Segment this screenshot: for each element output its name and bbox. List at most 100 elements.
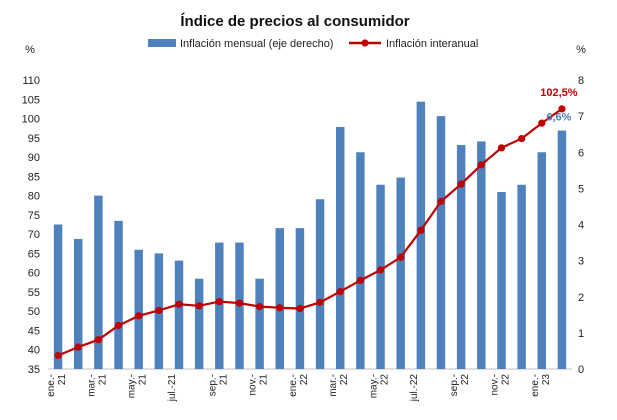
- bar: [255, 278, 264, 369]
- x-tick-text: 22: [299, 374, 310, 386]
- right-tick-label: 0: [578, 364, 584, 376]
- x-tick-label: jul.-21: [167, 374, 178, 403]
- x-tick-text: 21: [218, 374, 229, 386]
- annotation-monthly-label: 6,6%: [546, 112, 571, 124]
- x-tick-text: may.-: [369, 374, 380, 398]
- x-tick-text: 21: [259, 374, 270, 386]
- bar: [94, 195, 103, 369]
- left-tick-label: 55: [28, 287, 40, 299]
- bar: [456, 145, 466, 369]
- line-point: [336, 287, 344, 296]
- x-tick-text: 22: [380, 374, 391, 386]
- x-tick-text: 23: [541, 374, 552, 386]
- x-tick-text: jul.-21: [167, 374, 178, 403]
- bar: [134, 249, 143, 369]
- right-axis: 0 1 2 3 4 5 6 7 8: [578, 75, 584, 376]
- right-tick-label: 2: [578, 292, 584, 304]
- x-tick-label: sep.- 21: [207, 374, 229, 397]
- bar: [356, 152, 365, 369]
- bar: [396, 177, 405, 369]
- left-tick-label: 105: [22, 94, 40, 106]
- bar: [114, 220, 123, 369]
- line-point: [518, 134, 526, 143]
- right-axis-unit: %: [576, 44, 586, 56]
- x-tick-text: mar.-: [328, 374, 339, 397]
- x-tick-text: sep.-: [449, 374, 460, 396]
- x-tick-text: sep.-: [207, 374, 218, 396]
- legend: Inflación mensual (eje derecho) Inflació…: [148, 38, 478, 50]
- line-point: [558, 105, 566, 113]
- line-point: [54, 351, 62, 360]
- line-point: [135, 312, 143, 320]
- annotations: 102,5% 6,6%: [540, 87, 578, 124]
- left-tick-label: 35: [28, 364, 40, 376]
- bar: [497, 191, 506, 369]
- legend-label-monthly: Inflación mensual (eje derecho): [180, 38, 333, 50]
- bar: [315, 199, 325, 369]
- x-tick-text: 22: [500, 374, 511, 386]
- bar: [295, 228, 305, 369]
- line-point: [437, 197, 445, 205]
- line-point: [316, 298, 324, 306]
- x-tick-label: may.- 22: [369, 374, 391, 399]
- x-tick-text: jul.-22: [409, 374, 420, 403]
- bar: [73, 238, 83, 369]
- x-tick-text: 21: [97, 374, 108, 386]
- line-point: [195, 302, 203, 310]
- line-point: [114, 321, 123, 330]
- x-tick-text: may.-: [127, 374, 138, 398]
- line-point: [296, 304, 304, 313]
- line-point: [74, 343, 82, 351]
- bar: [215, 242, 224, 369]
- right-tick-label: 6: [578, 147, 584, 159]
- bar: [436, 116, 446, 369]
- line-point: [356, 276, 364, 284]
- left-tick-label: 65: [28, 248, 40, 260]
- legend-marker-line: [361, 39, 369, 47]
- left-tick-label: 50: [28, 306, 40, 318]
- x-tick-text: 21: [138, 374, 149, 386]
- x-tick-label: mar.- 21: [86, 374, 108, 397]
- x-tick-label: mar.- 22: [328, 374, 350, 397]
- left-tick-label: 80: [28, 191, 40, 203]
- right-tick-label: 5: [578, 183, 584, 195]
- line-point: [538, 119, 546, 127]
- line-point: [175, 300, 183, 308]
- left-tick-label: 70: [28, 229, 40, 241]
- legend-label-annual: Inflación interanual: [386, 38, 478, 50]
- x-tick-text: ene.-: [46, 374, 57, 397]
- line-point: [417, 226, 425, 234]
- line-point: [457, 180, 465, 188]
- line-point: [276, 304, 284, 312]
- bar: [416, 101, 426, 370]
- chart-title: Índice de precios al consumidor: [180, 13, 409, 30]
- right-tick-label: 3: [578, 256, 584, 268]
- line-point: [497, 144, 506, 152]
- left-tick-label: 45: [28, 325, 40, 337]
- x-tick-text: nov.-: [489, 374, 500, 396]
- x-tick-label: jul.-22: [409, 374, 420, 403]
- line-point: [155, 306, 163, 315]
- x-tick-text: ene.-: [530, 374, 541, 397]
- x-tick-text: nov.-: [248, 374, 259, 396]
- left-tick-label: 95: [28, 133, 40, 145]
- line-point: [256, 302, 264, 311]
- x-tick-text: 22: [460, 374, 471, 386]
- bar: [537, 152, 547, 369]
- left-tick-label: 85: [28, 171, 40, 183]
- left-tick-label: 75: [28, 210, 40, 222]
- left-tick-label: 110: [22, 75, 40, 87]
- left-tick-label: 40: [28, 345, 40, 357]
- x-tick-label: ene.- 23: [530, 374, 552, 397]
- line-point: [477, 161, 485, 169]
- x-tick-label: ene.- 21: [46, 374, 68, 397]
- right-tick-label: 8: [578, 75, 584, 87]
- bar: [557, 130, 567, 369]
- line-point: [397, 253, 405, 261]
- line-point: [94, 336, 102, 344]
- x-tick-label: may.- 21: [127, 374, 149, 399]
- bar: [335, 126, 345, 370]
- left-axis: 35 40 45 50 55 60 65 70 75 80 85 90 95 100 105 110: [22, 75, 40, 376]
- line-point: [376, 266, 385, 274]
